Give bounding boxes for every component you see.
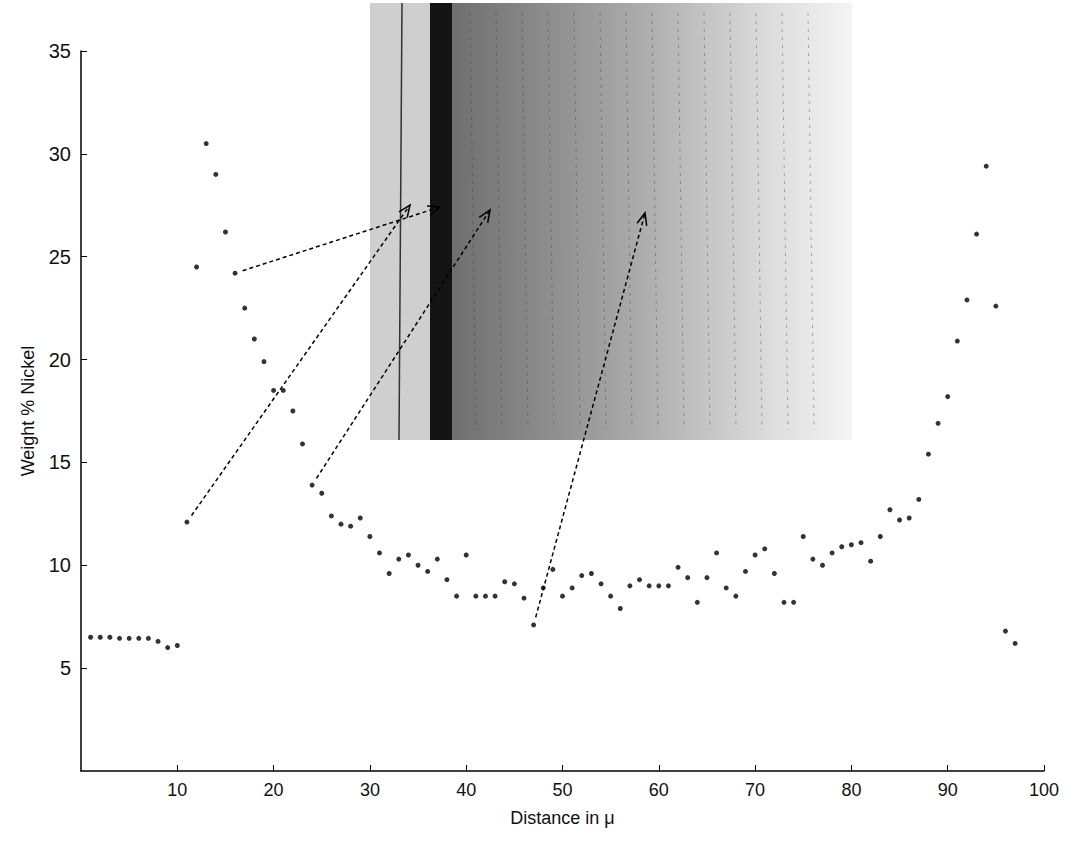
svg-text:30: 30 [360,780,380,800]
svg-text:20: 20 [264,780,284,800]
svg-text:40: 40 [456,780,476,800]
svg-text:50: 50 [552,780,572,800]
svg-text:25: 25 [49,246,71,268]
svg-text:60: 60 [649,780,669,800]
svg-text:10: 10 [49,554,71,576]
svg-text:100: 100 [1029,780,1059,800]
svg-text:80: 80 [841,780,861,800]
svg-text:15: 15 [49,451,71,473]
svg-text:70: 70 [745,780,765,800]
svg-text:30: 30 [49,143,71,165]
svg-text:35: 35 [49,40,71,62]
svg-text:5: 5 [60,657,71,679]
svg-text:Distance in μ: Distance in μ [510,808,614,828]
svg-text:Weight % Nickel: Weight % Nickel [18,346,38,477]
svg-text:90: 90 [938,780,958,800]
svg-text:20: 20 [49,349,71,371]
svg-text:10: 10 [167,780,187,800]
